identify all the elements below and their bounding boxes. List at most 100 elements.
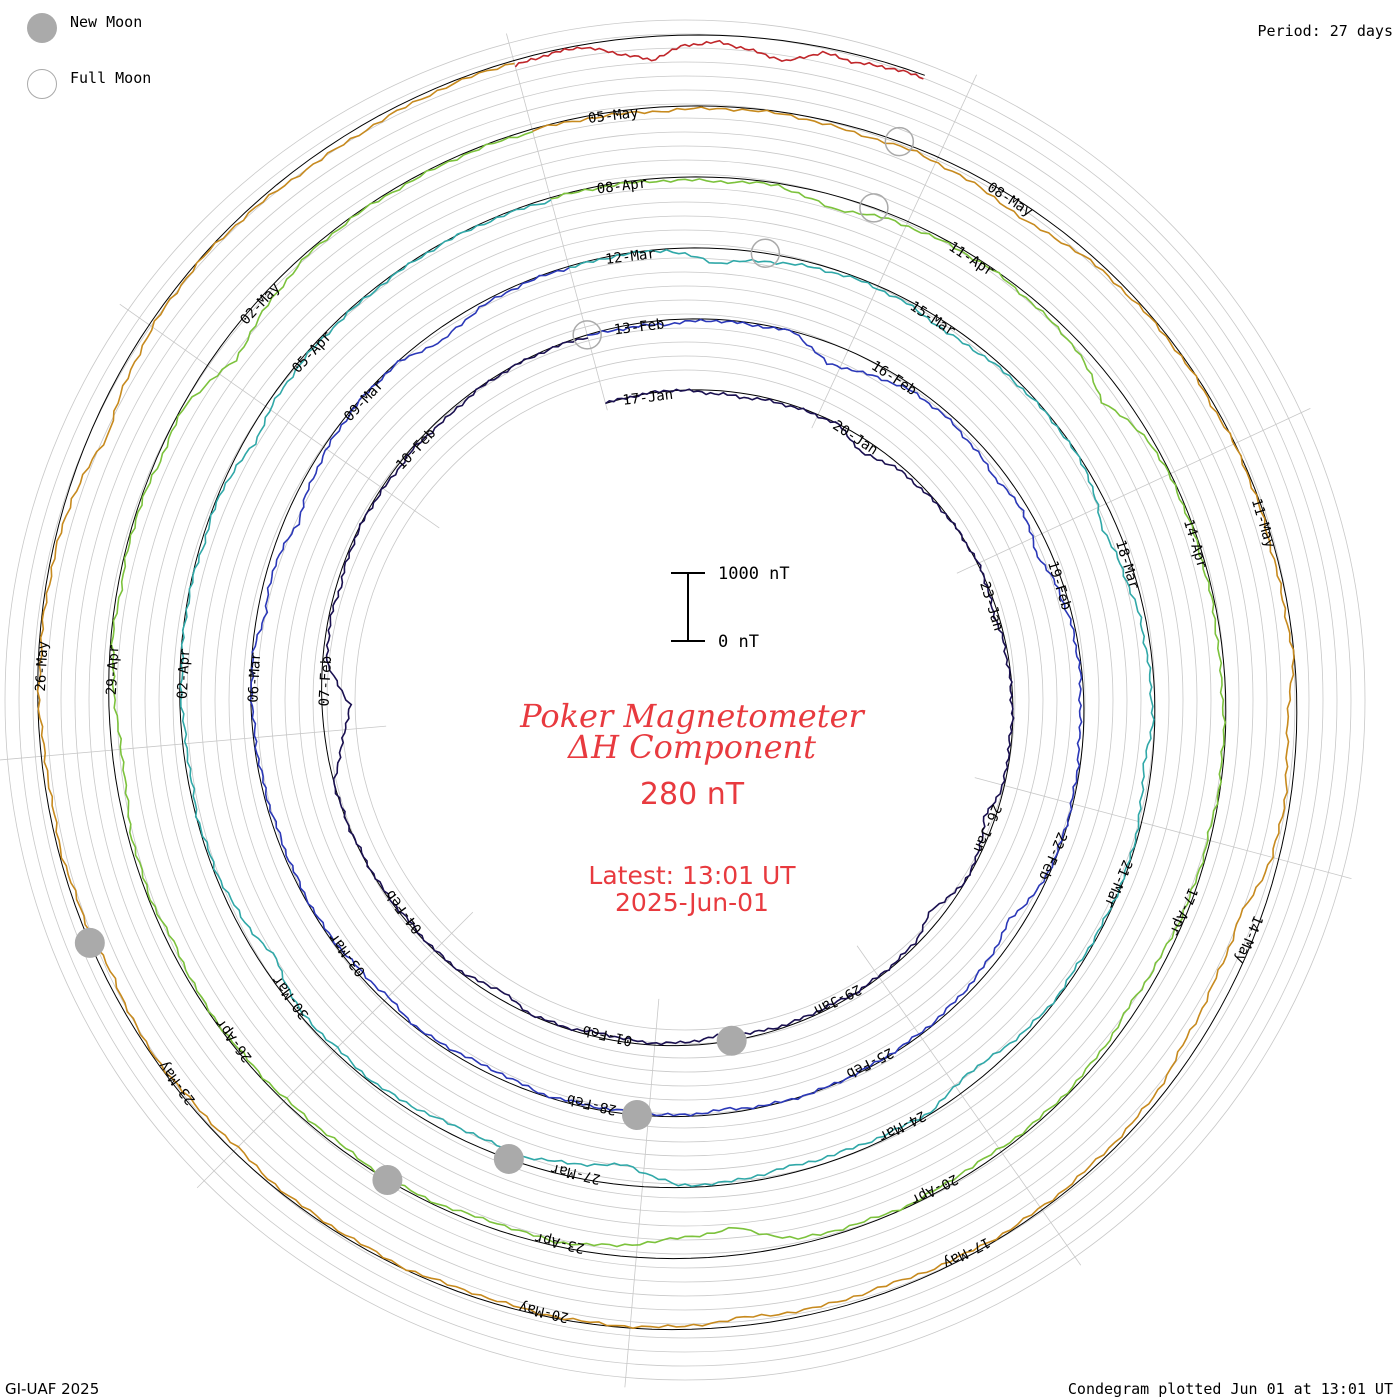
scale-top-label: 1000 nT bbox=[718, 564, 790, 584]
reference-spiral bbox=[37, 34, 1298, 1331]
grid-ring bbox=[242, 257, 1128, 1143]
period-spoke bbox=[974, 777, 1352, 879]
date-label: 26-May bbox=[33, 641, 52, 692]
new-moon-marker bbox=[493, 1143, 524, 1174]
full-moon-label: Full Moon bbox=[70, 69, 152, 87]
grid-ring bbox=[46, 61, 1324, 1339]
latest-time: Latest: 13:01 UT bbox=[588, 861, 796, 890]
period-spoke bbox=[956, 408, 1311, 574]
date-label: 02-May bbox=[237, 280, 283, 328]
footer-credit: GI-UAF 2025 bbox=[5, 1380, 100, 1398]
latest-date: 2025-Jun-01 bbox=[615, 888, 769, 917]
period-spoke bbox=[506, 33, 608, 411]
date-label: 08-May bbox=[984, 179, 1035, 220]
date-label: 29-Jan bbox=[811, 981, 863, 1018]
grid-ring bbox=[312, 327, 1058, 1073]
zero-reference-spiral bbox=[37, 34, 1298, 1331]
series-trace-11-Feb bbox=[249, 267, 1083, 1117]
period-spoke bbox=[624, 998, 660, 1388]
grid-ring bbox=[256, 271, 1114, 1129]
grid-ring bbox=[186, 201, 1184, 1199]
date-label: 28-Feb bbox=[565, 1091, 618, 1118]
grid-ring bbox=[144, 159, 1226, 1241]
date-label: 05-May bbox=[587, 105, 639, 127]
grid-ring bbox=[298, 313, 1072, 1087]
date-label: 26-Apr bbox=[212, 1015, 255, 1065]
grid-ring bbox=[74, 89, 1296, 1311]
date-label: 29-Apr bbox=[104, 644, 123, 695]
date-label: 20-Jan bbox=[830, 418, 881, 459]
date-label: 08-Apr bbox=[596, 175, 648, 197]
chart-title-line2: ΔH Component bbox=[566, 728, 816, 766]
scale-bar: 1000 nT 0 nT bbox=[671, 564, 790, 652]
grid-ring bbox=[60, 75, 1310, 1325]
date-label: 14-May bbox=[1231, 913, 1265, 966]
date-label: 07-Feb bbox=[316, 655, 335, 706]
new-moon-marker bbox=[716, 1025, 747, 1056]
date-label: 02-Apr bbox=[175, 648, 194, 699]
period-spoke bbox=[811, 74, 977, 429]
period-spoke bbox=[856, 945, 1082, 1266]
series-traces bbox=[36, 39, 1295, 1330]
date-label: 11-May bbox=[1248, 497, 1278, 550]
grid-ring bbox=[354, 369, 1016, 1031]
new-moon-icon bbox=[27, 13, 57, 43]
period-spokes bbox=[0, 33, 1352, 1388]
series-trace-10-Mar bbox=[179, 199, 1155, 1188]
full-moon-icon bbox=[27, 69, 57, 99]
grid-ring bbox=[130, 145, 1240, 1255]
new-moon-marker bbox=[372, 1164, 403, 1195]
grid-ring bbox=[88, 103, 1282, 1297]
grid-ring bbox=[172, 187, 1198, 1213]
grid-ring bbox=[32, 47, 1338, 1353]
grid-ring bbox=[340, 355, 1030, 1045]
moon-markers bbox=[74, 126, 915, 1195]
footer-plotted: Condegram plotted Jun 01 at 13:01 UT bbox=[1067, 1380, 1393, 1398]
grid-ring bbox=[116, 131, 1254, 1269]
new-moon-marker bbox=[621, 1099, 652, 1130]
scale-bottom-label: 0 nT bbox=[718, 632, 759, 652]
series-trace-30-May bbox=[514, 39, 924, 80]
period-spoke bbox=[119, 303, 440, 529]
grid-ring bbox=[284, 299, 1086, 1101]
date-label: 30-Mar bbox=[269, 972, 312, 1022]
grid-ring bbox=[158, 173, 1212, 1227]
date-label: 14-Apr bbox=[1180, 518, 1210, 571]
date-label: 16-Feb bbox=[868, 358, 919, 399]
date-label: 12-Mar bbox=[605, 246, 657, 268]
grid-ring bbox=[4, 19, 1366, 1381]
date-label: 25-Feb bbox=[844, 1044, 896, 1081]
date-label: 11-Apr bbox=[946, 239, 997, 280]
current-value: 280 nT bbox=[640, 777, 745, 812]
grid-ring bbox=[228, 243, 1142, 1157]
full-moon-marker bbox=[884, 126, 915, 157]
date-label: 21-Mar bbox=[1100, 857, 1134, 910]
chart-title-line1: Poker Magnetometer bbox=[519, 697, 865, 735]
date-label: 19-Feb bbox=[1044, 559, 1074, 612]
date-label: 17-Jan bbox=[622, 387, 674, 409]
date-label: 26-Jan bbox=[970, 802, 1004, 855]
period-spoke bbox=[0, 725, 387, 761]
series-trace-03-May bbox=[36, 62, 1295, 1330]
date-label: 13-Feb bbox=[613, 316, 665, 338]
period-spoke bbox=[196, 911, 474, 1189]
full-moon-marker bbox=[572, 320, 602, 350]
grid-ring bbox=[102, 117, 1268, 1283]
grid-ring bbox=[18, 33, 1352, 1367]
date-label: 23-Apr bbox=[533, 1229, 586, 1256]
period-label: Period: 27 days bbox=[1257, 22, 1393, 40]
new-moon-label: New Moon bbox=[70, 13, 143, 31]
date-label: 22-Feb bbox=[1035, 830, 1069, 883]
date-label: 06-Mar bbox=[246, 652, 265, 703]
date-label: 20-May bbox=[517, 1298, 570, 1325]
series-trace-06-Apr bbox=[110, 130, 1227, 1248]
date-label: 04-Feb bbox=[382, 887, 425, 937]
date-label: 09-Mar bbox=[341, 377, 387, 425]
full-moon-marker bbox=[859, 193, 889, 223]
grid-ring bbox=[326, 341, 1044, 1059]
date-label: 17-May bbox=[940, 1234, 992, 1271]
series-trace-15-Jan bbox=[325, 337, 1015, 1046]
date-label: 18-Mar bbox=[1112, 538, 1142, 591]
new-moon-marker bbox=[74, 927, 105, 958]
